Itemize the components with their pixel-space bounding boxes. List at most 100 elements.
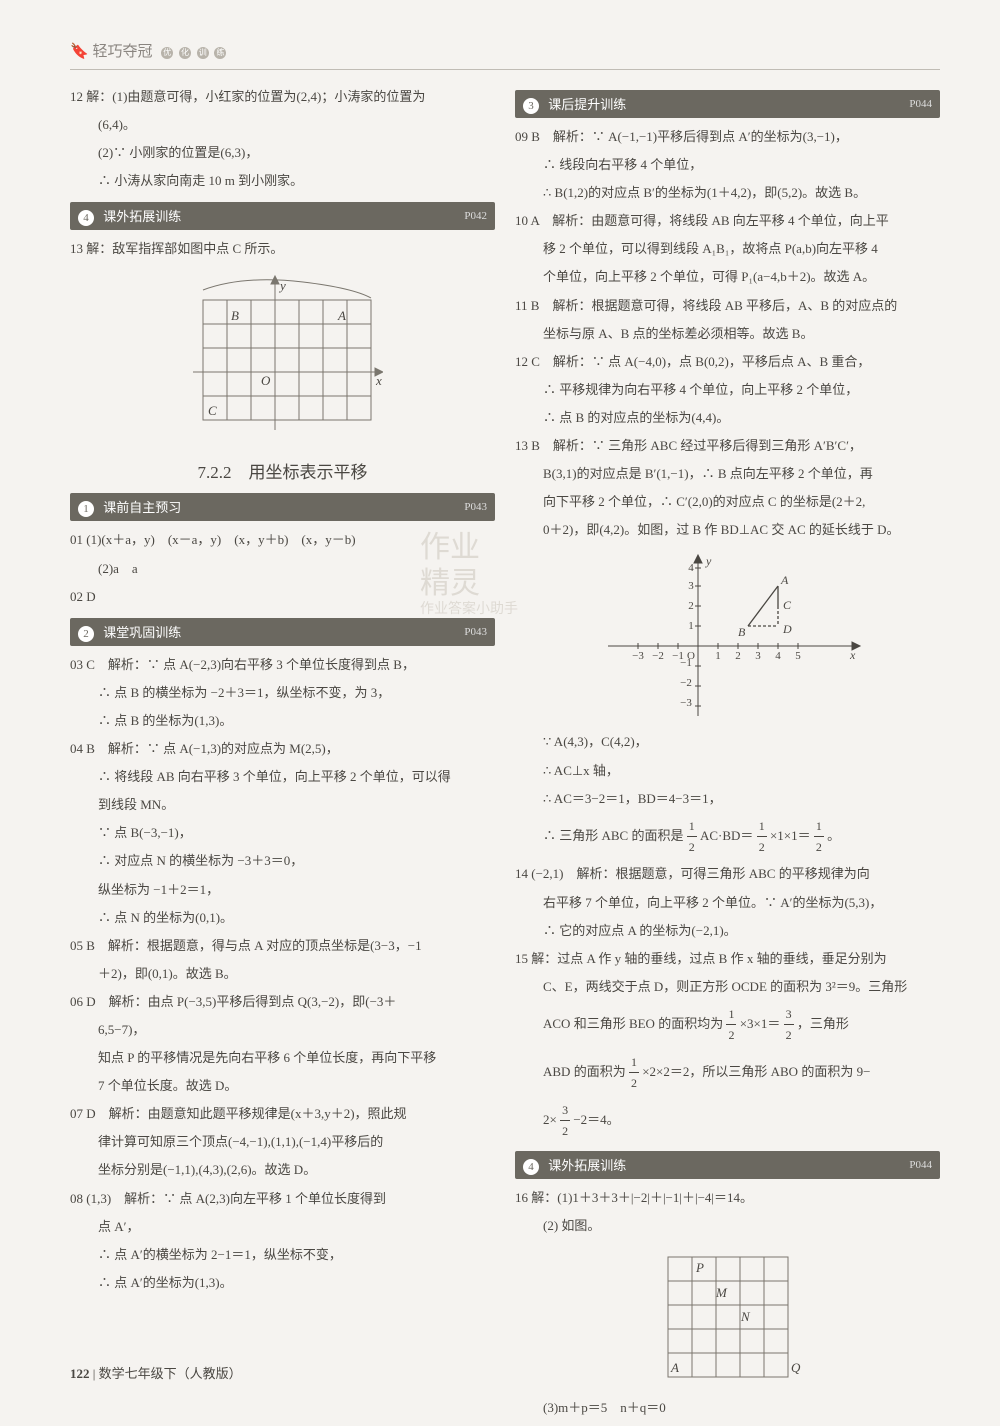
- q15-d: ABD 的面积为 12 ×2×2＝2，所以三角形 ABO 的面积为 9−: [515, 1052, 940, 1094]
- section-title-wrap: 4 课外拓展训练: [523, 1155, 626, 1175]
- fraction: 12: [629, 1052, 639, 1094]
- label-B: B: [738, 625, 746, 639]
- label-B: B: [231, 308, 239, 323]
- text: ∴ 三角形 ABC 的面积是: [543, 828, 683, 843]
- q03-b: ∴ 点 B 的横坐标为 −2＋3＝1，纵坐标不变，为 3，: [70, 682, 495, 704]
- q06-a: 06 D 解析：由点 P(−3,5)平移后得到点 Q(3,−2)，即(−3＋: [70, 991, 495, 1013]
- text: ABD 的面积为: [543, 1064, 626, 1079]
- page-code: P042: [464, 210, 487, 222]
- q14-b: 右平移 7 个单位，向上平移 2 个单位。∵ A′的坐标为(5,3)，: [515, 892, 940, 914]
- fraction: 32: [560, 1100, 570, 1142]
- section-title-wrap: 4 课外拓展训练: [78, 206, 181, 226]
- section-badge: 1: [78, 501, 94, 517]
- svg-text:5: 5: [795, 650, 801, 662]
- text: ×3×1＝: [740, 1016, 781, 1031]
- header-circles: 优 化 训 练: [160, 44, 227, 61]
- diagram-1: y x B A O C: [70, 270, 495, 440]
- label-P: P: [695, 1260, 704, 1275]
- left-column: 12 解：(1)由题意可得，小红家的位置为(2,4)；小涛家的位置为 (6,4)…: [70, 80, 495, 1426]
- section-title: 课外拓展训练: [103, 209, 181, 224]
- q09-c: ∴ B(1,2)的对应点 B′的坐标为(1＋4,2)，即(5,2)。故选 B。: [515, 182, 940, 204]
- q10-c: 个单位，向上平移 2 个单位，可得 P₁(a−4,b＋2)。故选 A。: [515, 266, 940, 288]
- q04-a: 04 B 解析：∵ 点 A(−1,3)的对应点为 M(2,5)，: [70, 738, 495, 760]
- q16-a: 16 解：(1)1＋3＋3＋|−2|＋|−1|＋|−4|＝14。: [515, 1187, 940, 1209]
- svg-text:4: 4: [775, 650, 781, 662]
- q08-a: 08 (1,3) 解析：∵ 点 A(2,3)向左平移 1 个单位长度得到: [70, 1188, 495, 1210]
- diagram-3: P M N A Q: [515, 1247, 940, 1387]
- q04-e: ∴ 对应点 N 的横坐标为 −3＋3＝0，: [70, 850, 495, 872]
- grid-diagram-svg: y x B A O C: [183, 270, 383, 440]
- after13-b: ∴ AC⊥x 轴，: [515, 760, 940, 782]
- circle-icon: 练: [214, 47, 226, 59]
- q04-c: 到线段 MN。: [70, 794, 495, 816]
- text: ×1×1＝: [770, 828, 811, 843]
- page-footer: 122 | 数学七年级下（人教版）: [70, 1363, 242, 1382]
- svg-text:1: 1: [715, 650, 721, 662]
- text: ACO 和三角形 BEO 的面积均为: [543, 1016, 723, 1031]
- section-title: 课外拓展训练: [548, 1158, 626, 1173]
- page-code: P044: [909, 98, 932, 110]
- q12-c: ∴ 小涛从家向南走 10 m 到小刚家。: [70, 170, 495, 192]
- section-bar-external-1: 4 课外拓展训练 P042: [70, 202, 495, 230]
- text: AC·BD＝: [700, 828, 753, 843]
- svg-text:−2: −2: [680, 677, 692, 689]
- q10-a: 10 A 解析：由题意可得，将线段 AB 向左平移 4 个单位，向上平: [515, 210, 940, 232]
- page-code: P043: [464, 501, 487, 513]
- label-N: N: [740, 1309, 751, 1324]
- q12r-c: ∴ 点 B 的对应点的坐标为(4,4)。: [515, 407, 940, 429]
- q10-b: 移 2 个单位，可以得到线段 A₁B₁，故将点 P(a,b)向左平移 4: [515, 238, 940, 260]
- q04-f: 纵坐标为 −1＋2＝1，: [70, 879, 495, 901]
- q16-c: (3)m＋p＝5 n＋q＝0: [515, 1397, 940, 1419]
- q04-g: ∴ 点 N 的坐标为(0,1)。: [70, 907, 495, 929]
- section-badge: 4: [523, 1159, 539, 1175]
- two-column-layout: 12 解：(1)由题意可得，小红家的位置为(2,4)；小涛家的位置为 (6,4)…: [70, 80, 940, 1426]
- text: ×2×2＝2，所以三角形 ABO 的面积为 9−: [642, 1064, 870, 1079]
- section-title: 课前自主预习: [103, 500, 181, 515]
- q14-a: 14 (−2,1) 解析：根据题意，可得三角形 ABC 的平移规律为向: [515, 863, 940, 885]
- label-A: A: [780, 573, 789, 587]
- q05-a: 05 B 解析：根据题意，得与点 A 对应的顶点坐标是(3−3，−1: [70, 935, 495, 957]
- q07-a: 07 D 解析：由题意知此题平移规律是(x＋3,y＋2)，照此规: [70, 1103, 495, 1125]
- section-bar-afterclass: 3 课后提升训练 P044: [515, 90, 940, 118]
- q08-d: ∴ 点 A′的坐标为(1,3)。: [70, 1272, 495, 1294]
- watermark: 作业 精灵 作业答案小助手: [420, 530, 518, 619]
- svg-text:−3: −3: [680, 697, 692, 709]
- page-header: 🔖 轻巧夺冠 优 化 训 练: [70, 40, 940, 70]
- after13-d: ∴ 三角形 ABC 的面积是 12 AC·BD＝ 12 ×1×1＝ 12 。: [515, 816, 940, 858]
- q15-b: C、E，两线交于点 D，则正方形 OCDE 的面积为 3²＝9。三角形: [515, 976, 940, 998]
- wm-line2: 精灵: [420, 566, 518, 602]
- q06-d: 7 个单位长度。故选 D。: [70, 1075, 495, 1097]
- wm-line3: 作业答案小助手: [420, 602, 518, 619]
- chapter-title: 7.2.2 用坐标表示平移: [70, 458, 495, 483]
- label-y: y: [278, 278, 286, 293]
- wm-line1: 作业: [420, 530, 518, 566]
- svg-text:−2: −2: [652, 650, 664, 662]
- section-title-wrap: 2 课堂巩固训练: [78, 622, 181, 642]
- label-D: D: [782, 622, 792, 636]
- text: 2×: [543, 1111, 557, 1126]
- circle-icon: 训: [197, 47, 209, 59]
- fraction: 32: [784, 1004, 794, 1046]
- q03-a: 03 C 解析：∵ 点 A(−2,3)向右平移 3 个单位长度得到点 B，: [70, 654, 495, 676]
- svg-text:2: 2: [735, 650, 741, 662]
- section-title-wrap: 1 课前自主预习: [78, 497, 181, 517]
- svg-text:2: 2: [688, 600, 694, 612]
- after13-a: ∵ A(4,3)，C(4,2)，: [515, 731, 940, 753]
- q13r-c: 向下平移 2 个单位，∴ C′(2,0)的对应点 C 的坐标是(2＋2,: [515, 491, 940, 513]
- q12r-b: ∴ 平移规律为向右平移 4 个单位，向上平移 2 个单位，: [515, 379, 940, 401]
- q08-c: ∴ 点 A′的横坐标为 2−1＝1，纵坐标不变，: [70, 1244, 495, 1266]
- q15-e: 2× 32 −2＝4。: [515, 1100, 940, 1142]
- label-x: x: [849, 648, 856, 662]
- q13r-d: 0＋2)，即(4,2)。如图，过 B 作 BD⊥AC 交 AC 的延长线于 D。: [515, 519, 940, 541]
- q06-b: 6,5−7)，: [70, 1019, 495, 1041]
- book-name: 数学七年级下（人教版）: [99, 1366, 242, 1381]
- q12-a: (6,4)。: [70, 114, 495, 136]
- label-A: A: [337, 308, 346, 323]
- q11-a: 11 B 解析：根据题意可得，将线段 AB 平移后，A、B 的对应点的: [515, 295, 940, 317]
- text: 。: [827, 828, 840, 843]
- fraction: 12: [687, 816, 697, 858]
- section-bar-external-2: 4 课外拓展训练 P044: [515, 1151, 940, 1179]
- q06-c: 知点 P 的平移情况是先向右平移 6 个单位长度，再向下平移: [70, 1047, 495, 1069]
- label-Q: Q: [791, 1360, 801, 1375]
- label-y: y: [705, 554, 712, 568]
